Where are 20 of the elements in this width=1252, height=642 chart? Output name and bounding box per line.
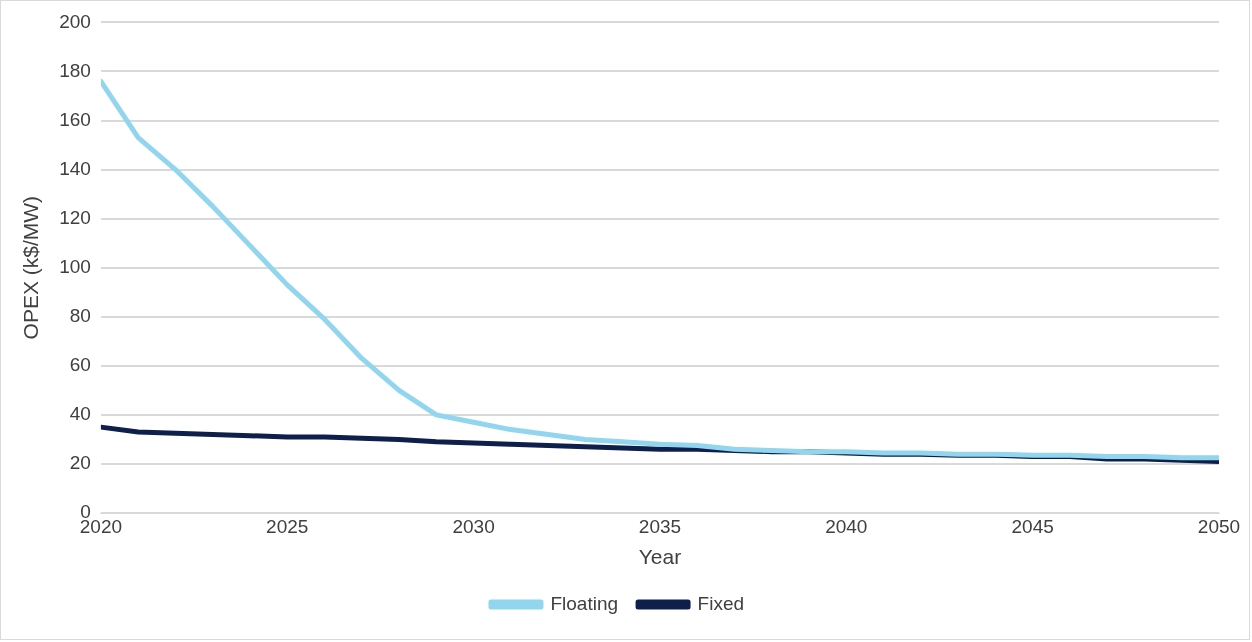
y-tick-label: 140 (59, 157, 91, 179)
x-tick-label: 2050 (1197, 515, 1241, 537)
y-tick-label: 80 (69, 304, 91, 326)
y-tick-label: 180 (59, 59, 91, 81)
y-tick-label: 40 (69, 403, 91, 425)
y-tick-label: 120 (59, 206, 91, 228)
y-tick-label: 160 (59, 108, 91, 130)
legend-label: Floating (550, 592, 619, 614)
x-axis-title: Year (638, 545, 682, 569)
y-tick-label: 100 (59, 255, 91, 277)
y-tick-label: 200 (59, 10, 91, 32)
y-tick-label: 20 (69, 452, 91, 474)
x-tick-label: 2045 (1011, 515, 1054, 537)
x-tick-label: 2030 (452, 515, 495, 537)
x-tick-label: 2035 (638, 515, 682, 537)
x-tick-label: 2025 (266, 515, 309, 537)
legend-label: Fixed (697, 592, 745, 614)
y-axis-title: OPEX (k$/MW) (19, 195, 43, 340)
y-tick-label: 60 (69, 354, 91, 376)
x-tick-label: 2040 (825, 515, 868, 537)
